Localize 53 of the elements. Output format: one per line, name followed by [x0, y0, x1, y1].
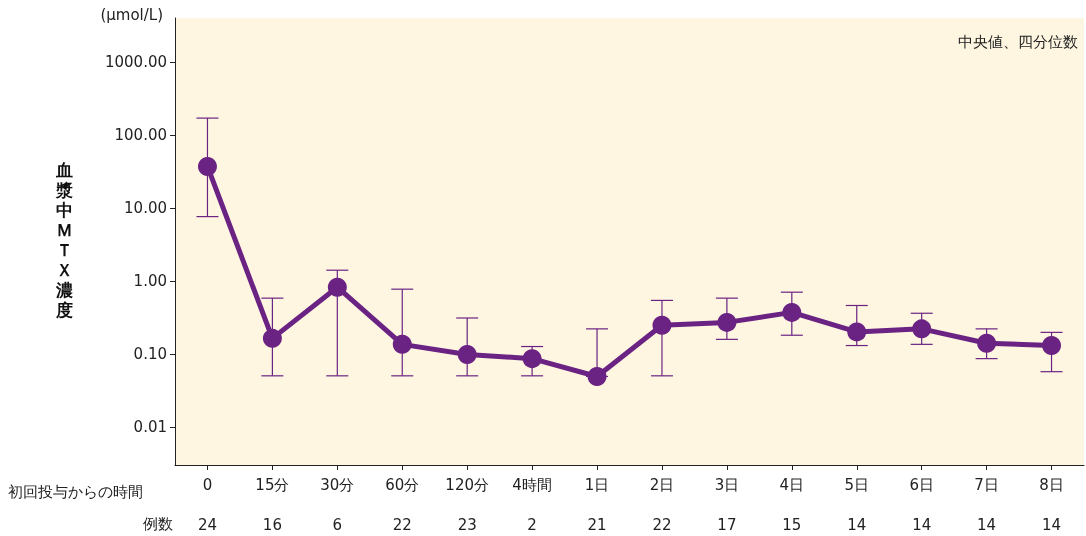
- y-axis-title: 血漿中ＭＴＸ濃度: [55, 160, 73, 320]
- point: [522, 349, 542, 369]
- x-axis-title: 初回投与からの時間: [8, 482, 143, 501]
- annotation: 中央値、四分位数: [958, 32, 1078, 51]
- point: [1042, 336, 1062, 356]
- point: [652, 315, 672, 335]
- x-tick-label: 7日: [974, 475, 999, 494]
- text: 22: [392, 516, 412, 534]
- text: 14: [912, 516, 932, 534]
- y-tick-label: 10.00: [124, 198, 167, 217]
- y-tick-label: 0.01: [133, 417, 167, 436]
- text: 14: [977, 516, 997, 534]
- point: [717, 312, 737, 332]
- x-tick-label: 30分: [320, 475, 355, 494]
- text: 17: [717, 516, 737, 534]
- point: [327, 277, 347, 297]
- text: 16: [262, 516, 282, 534]
- x-tick-label: 1日: [584, 475, 610, 494]
- x-tick-label: 0: [202, 475, 213, 494]
- x-tick-label: 6日: [909, 475, 934, 494]
- y-tick-label: 1000.00: [104, 52, 167, 71]
- text: 例数: [143, 514, 173, 533]
- x-tick-label: 120分: [445, 475, 489, 494]
- text: (µmol/L): [100, 5, 164, 24]
- text: 6: [332, 516, 343, 534]
- text: 24: [197, 516, 218, 534]
- y-tick-label: 100.00: [114, 125, 167, 144]
- point: [912, 319, 932, 339]
- point: [977, 333, 997, 353]
- text: 22: [652, 516, 672, 534]
- point: [782, 302, 802, 322]
- x-tick-label: 60分: [385, 475, 420, 494]
- y-tick-label: 0.10: [133, 344, 167, 363]
- x-tick-label: 4日: [779, 475, 805, 494]
- x-tick-label: 5日: [844, 475, 870, 494]
- point: [847, 322, 867, 342]
- text: 21: [587, 516, 607, 534]
- point: [197, 156, 217, 176]
- text: 14: [847, 516, 867, 534]
- text: 2: [527, 516, 537, 534]
- point: [262, 328, 282, 348]
- text: 15: [782, 516, 802, 534]
- x-tick-label: 15分: [255, 475, 290, 494]
- x-tick-label: 2日: [649, 475, 675, 494]
- text: 23: [457, 516, 477, 534]
- point: [457, 345, 477, 364]
- point: [587, 366, 607, 386]
- x-tick-label: 4時間: [512, 475, 552, 494]
- point: [392, 334, 412, 354]
- x-tick-label: 3日: [714, 475, 740, 494]
- y-tick-label: 1.00: [133, 271, 167, 290]
- text: 14: [1041, 516, 1062, 534]
- x-tick-label: 8日: [1039, 475, 1064, 494]
